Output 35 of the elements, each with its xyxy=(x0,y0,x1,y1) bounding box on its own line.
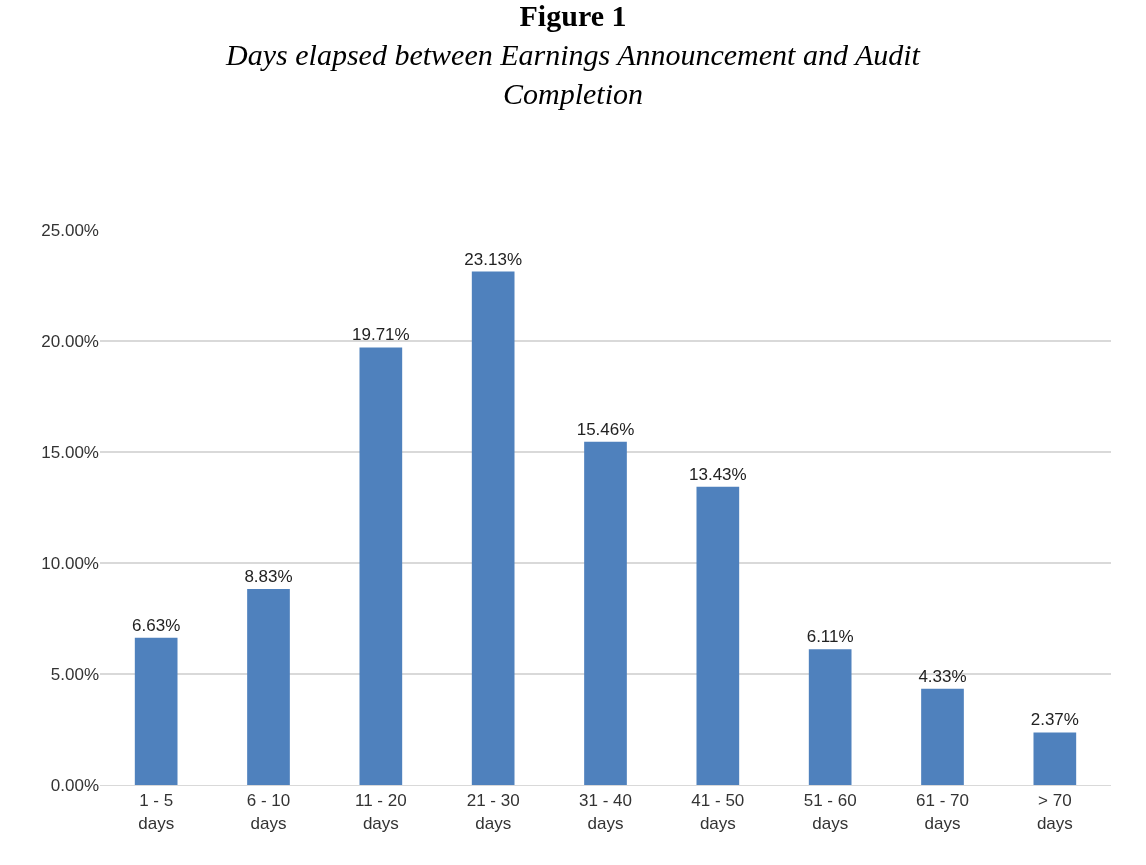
bar xyxy=(134,637,178,785)
bar xyxy=(921,688,964,785)
data-label: 6.63% xyxy=(132,615,181,635)
bar xyxy=(247,588,290,785)
bar xyxy=(359,347,403,785)
x-tick-label: 11 - 20 days xyxy=(354,791,407,833)
bar xyxy=(696,486,740,785)
data-label: 6.11% xyxy=(806,627,854,647)
data-label: 15.46% xyxy=(576,419,635,439)
y-tick-label: 15.00% xyxy=(41,442,99,462)
y-tick-label: 5.00% xyxy=(50,664,99,684)
y-tick-label: 10.00% xyxy=(41,553,99,573)
x-tick-label: 61 - 70 days xyxy=(916,791,969,833)
x-tick-label: 1 - 5 days xyxy=(138,791,175,833)
x-tick-label: 21 - 30 days xyxy=(466,791,520,833)
bar xyxy=(1033,732,1077,785)
chart-subtitle: Days elapsed between Earnings Announcement and Audit Completion xyxy=(225,37,921,110)
x-tick-label: > 70 days xyxy=(1036,791,1073,833)
bar xyxy=(808,649,852,785)
bar xyxy=(584,441,627,785)
data-label: 2.37% xyxy=(1030,710,1079,730)
data-label: 4.33% xyxy=(918,666,967,686)
x-tick-label: 41 - 50 days xyxy=(691,791,745,833)
chart-title: Figure 1 xyxy=(519,0,627,32)
y-tick-label: 25.00% xyxy=(41,220,99,240)
x-tick-label: 51 - 60 days xyxy=(803,791,857,833)
data-label: 23.13% xyxy=(464,249,522,269)
y-tick-label: 0.00% xyxy=(50,775,99,795)
x-tick-label: 31 - 40 days xyxy=(579,791,632,833)
data-label: 13.43% xyxy=(689,464,747,484)
data-label: 8.83% xyxy=(244,566,293,586)
bar xyxy=(471,271,515,785)
data-label: 19.71% xyxy=(352,325,410,345)
y-tick-label: 20.00% xyxy=(41,331,99,351)
x-tick-label: 6 - 10 days xyxy=(246,791,291,833)
